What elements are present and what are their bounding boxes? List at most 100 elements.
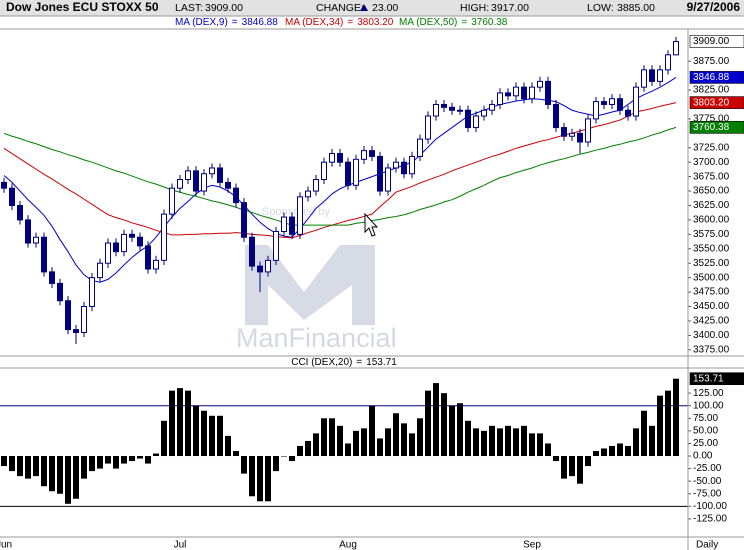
- candle-body: [553, 103, 559, 129]
- candle-body: [97, 262, 103, 279]
- candle-body: [425, 115, 431, 140]
- y-tick-label: 0.00: [693, 451, 713, 462]
- y-tick-label: 125.00: [693, 388, 724, 399]
- legend-entry: MA (DEX,50) = 3760.38: [399, 17, 508, 28]
- candle-body: [513, 86, 519, 97]
- candle-body: [1, 181, 7, 189]
- x-tick-label: Sep: [523, 540, 541, 550]
- y-tick-label: 3825.00: [693, 85, 730, 96]
- candle-body: [489, 103, 495, 111]
- cci-bar: [497, 428, 503, 457]
- y-tick-label: 100.00: [693, 400, 724, 411]
- cci-bar: [193, 405, 199, 457]
- candle-body: [193, 170, 199, 192]
- stat-value: 3909.00: [205, 2, 243, 14]
- cci-bar: [305, 440, 311, 457]
- cci-bar: [41, 456, 47, 487]
- cci-bar: [609, 445, 615, 457]
- cci-heading: CCI (DEX,20) = 153.71: [291, 357, 397, 368]
- y-tick-label: 50.00: [693, 426, 718, 437]
- cci-bar: [625, 445, 631, 457]
- cci-bar: [473, 428, 479, 457]
- candle-body: [25, 219, 31, 244]
- candle-body: [545, 80, 551, 105]
- candle-body: [297, 196, 303, 235]
- candle-body: [33, 236, 39, 244]
- y-tick-label: 3450.00: [693, 301, 730, 312]
- cci-bar: [265, 456, 271, 502]
- cci-bar: [449, 405, 455, 457]
- legend-separator: =: [356, 357, 362, 368]
- candle-body: [201, 173, 207, 192]
- cci-bar: [49, 456, 55, 492]
- cci-bar: [161, 420, 167, 457]
- candle-body: [465, 109, 471, 129]
- ma-last-label: 3803.20: [693, 97, 730, 108]
- cci-bar: [457, 403, 463, 457]
- watermark-brand: ManFinancial: [236, 323, 397, 353]
- candle-body: [601, 101, 607, 105]
- candle-body: [233, 187, 239, 204]
- candle-body: [569, 132, 575, 137]
- ma-last-box: [689, 121, 744, 134]
- cci-bar: [113, 456, 119, 469]
- candle-body: [649, 69, 655, 82]
- cci-bar: [25, 456, 31, 479]
- stat-label: LOW:: [587, 2, 614, 14]
- legend-value: 3803.20: [357, 17, 394, 28]
- candle-body: [433, 103, 439, 117]
- header-bar: [0, 0, 744, 16]
- candle-body: [153, 259, 159, 270]
- candle-body: [657, 69, 663, 82]
- candle-body: [273, 230, 279, 261]
- cci-bar: [617, 443, 623, 457]
- candle-body: [17, 204, 23, 221]
- y-tick-label: 3375.00: [693, 344, 730, 355]
- candle-body: [209, 167, 215, 175]
- x-tick-label: Jun: [0, 540, 12, 550]
- candle-body: [289, 216, 295, 235]
- y-tick-label: 3625.00: [693, 200, 730, 211]
- last-price-box: [689, 35, 744, 48]
- y-tick-label: 3425.00: [693, 316, 730, 327]
- x-tick-label: Jul: [174, 540, 187, 550]
- cci-bar: [185, 390, 191, 457]
- y-tick-label: 3525.00: [693, 258, 730, 269]
- candle-body: [609, 98, 615, 105]
- candle-body: [129, 233, 135, 238]
- cci-bar: [601, 448, 607, 457]
- candle-body: [241, 202, 247, 238]
- cci-bar: [665, 390, 671, 457]
- y-tick-label: 3500.00: [693, 272, 730, 283]
- cci-bar: [121, 456, 127, 464]
- legend-entry: MA (DEX,34) = 3803.20: [285, 17, 394, 28]
- candle-body: [409, 155, 415, 175]
- watermark-logo: [245, 245, 375, 325]
- cci-bar: [489, 425, 495, 457]
- cci-name: CCI (DEX,20): [291, 357, 352, 368]
- candle-body: [81, 306, 87, 333]
- y-tick-label: 3675.00: [693, 171, 730, 182]
- candle-body: [361, 150, 367, 160]
- candle-body: [673, 41, 679, 56]
- candle-body: [321, 161, 327, 181]
- candle-body: [561, 127, 567, 137]
- cci-bar: [545, 443, 551, 457]
- cci-bar: [249, 456, 255, 497]
- y-tick-label: 3775.00: [693, 114, 730, 125]
- cci-bar: [585, 456, 591, 467]
- candle-body: [305, 190, 311, 198]
- cci-bar: [129, 456, 135, 462]
- cci-bar: [201, 410, 207, 457]
- candle-body: [225, 181, 231, 189]
- candle-body: [401, 161, 407, 175]
- cci-bar: [1, 456, 7, 467]
- cci-bar: [257, 456, 263, 502]
- y-tick-label: 3875.00: [693, 56, 730, 67]
- cci-bar: [233, 450, 239, 457]
- legend-name: MA (DEX,50): [399, 17, 457, 28]
- y-tick-label: 75.00: [693, 413, 718, 424]
- candle-body: [137, 236, 143, 247]
- cci-bar: [105, 456, 111, 464]
- cci-last-value: 153.71: [366, 357, 397, 368]
